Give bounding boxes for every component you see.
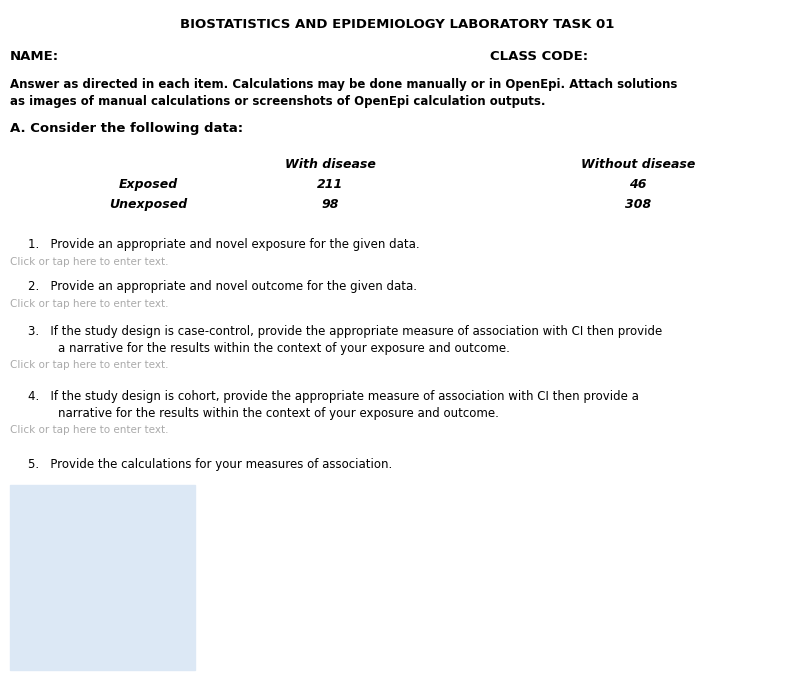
Text: as images of manual calculations or screenshots of OpenEpi calculation outputs.: as images of manual calculations or scre… [10, 95, 545, 108]
Text: 3.   If the study design is case-control, provide the appropriate measure of ass: 3. If the study design is case-control, … [28, 325, 662, 338]
Text: 46: 46 [630, 178, 647, 191]
Text: Click or tap here to enter text.: Click or tap here to enter text. [10, 299, 169, 309]
Text: 98: 98 [321, 198, 339, 211]
Text: 5.   Provide the calculations for your measures of association.: 5. Provide the calculations for your mea… [28, 458, 392, 471]
Text: 1.   Provide an appropriate and novel exposure for the given data.: 1. Provide an appropriate and novel expo… [28, 238, 420, 251]
Text: A. Consider the following data:: A. Consider the following data: [10, 122, 243, 135]
Text: a narrative for the results within the context of your exposure and outcome.: a narrative for the results within the c… [28, 342, 510, 355]
Text: narrative for the results within the context of your exposure and outcome.: narrative for the results within the con… [28, 407, 499, 420]
Text: 308: 308 [625, 198, 651, 211]
Text: Unexposed: Unexposed [109, 198, 187, 211]
Text: Click or tap here to enter text.: Click or tap here to enter text. [10, 257, 169, 267]
Text: 2.   Provide an appropriate and novel outcome for the given data.: 2. Provide an appropriate and novel outc… [28, 280, 417, 293]
Text: With disease: With disease [285, 158, 375, 171]
Text: 211: 211 [317, 178, 343, 191]
Text: Without disease: Without disease [581, 158, 695, 171]
FancyBboxPatch shape [10, 485, 195, 670]
Text: NAME:: NAME: [10, 50, 59, 63]
Text: Click or tap here to enter text.: Click or tap here to enter text. [10, 360, 169, 370]
Text: Exposed: Exposed [118, 178, 177, 191]
Text: 4.   If the study design is cohort, provide the appropriate measure of associati: 4. If the study design is cohort, provid… [28, 390, 639, 403]
Text: Click or tap here to enter text.: Click or tap here to enter text. [10, 425, 169, 435]
Text: BIOSTATISTICS AND EPIDEMIOLOGY LABORATORY TASK 01: BIOSTATISTICS AND EPIDEMIOLOGY LABORATOR… [180, 18, 615, 31]
Text: CLASS CODE:: CLASS CODE: [490, 50, 588, 63]
Text: Answer as directed in each item. Calculations may be done manually or in OpenEpi: Answer as directed in each item. Calcula… [10, 78, 677, 91]
